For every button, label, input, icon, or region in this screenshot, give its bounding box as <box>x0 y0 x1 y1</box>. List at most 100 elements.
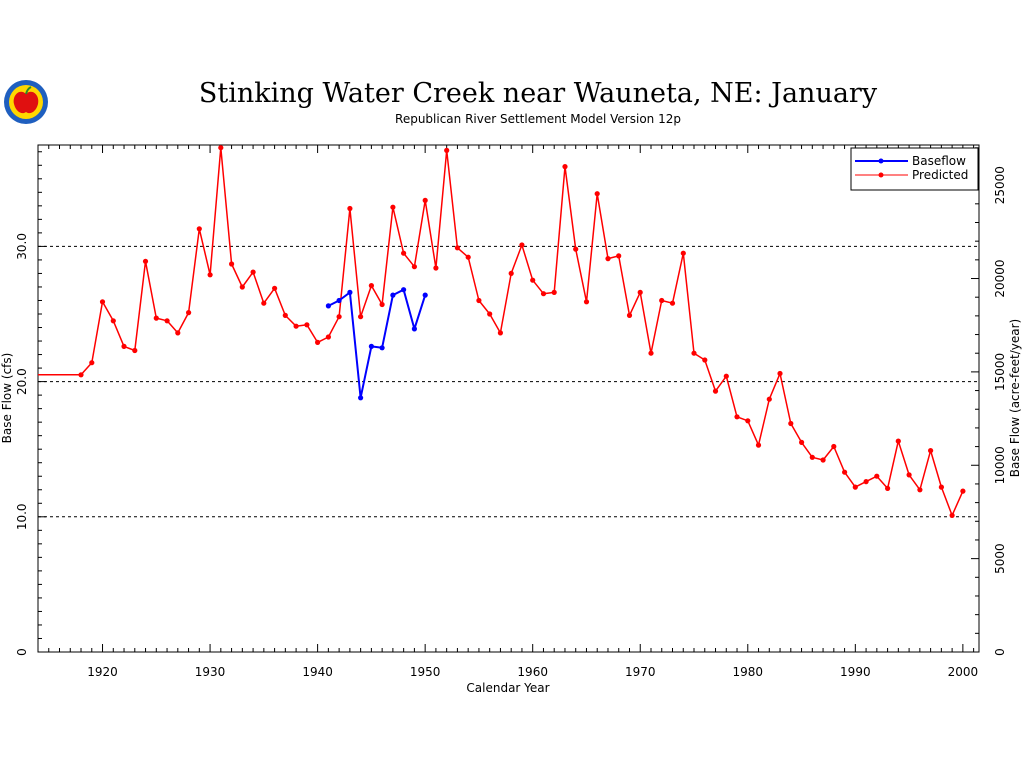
data-point-predicted <box>390 204 396 210</box>
data-point-predicted <box>928 448 934 454</box>
legend-label-baseflow: Baseflow <box>912 154 966 168</box>
y2-tick-label: 20000 <box>993 259 1007 297</box>
data-point-predicted <box>938 484 945 490</box>
y2-tick-label: 10000 <box>993 446 1007 484</box>
data-point-predicted <box>110 318 116 324</box>
data-point-predicted <box>637 289 643 295</box>
data-point-predicted <box>229 261 235 267</box>
y2-tick-label: 0 <box>993 648 1007 656</box>
y-axis-label: Base Flow (cfs) <box>0 353 14 444</box>
y2-tick-label: 25000 <box>993 166 1007 204</box>
series-line-baseflow <box>327 288 427 399</box>
series-baseflow <box>325 287 428 401</box>
y2-axis-label: Base Flow (acre-feet/year) <box>1008 319 1022 477</box>
data-point-predicted <box>885 485 891 491</box>
x-tick-label: 1930 <box>195 665 226 679</box>
data-point-predicted <box>282 312 288 318</box>
data-point-predicted <box>551 289 557 295</box>
data-point-predicted <box>433 265 439 271</box>
x-tick-label: 1950 <box>410 665 441 679</box>
data-point-predicted <box>164 318 170 324</box>
data-point-predicted <box>239 284 245 290</box>
data-point-predicted <box>207 272 213 278</box>
data-point-predicted <box>831 443 837 450</box>
data-point-predicted <box>444 147 450 153</box>
chart-subtitle: Republican River Settlement Model Versio… <box>395 112 681 126</box>
data-point-predicted <box>153 315 159 321</box>
data-point-predicted <box>852 484 858 490</box>
data-point-predicted <box>325 334 331 340</box>
data-point-predicted <box>293 323 299 329</box>
x-tick-label: 1980 <box>733 665 764 679</box>
data-point-predicted <box>755 442 762 448</box>
data-point-predicted <box>906 472 912 478</box>
y-axis-left: 0 10.0 20.0 30.0 <box>15 151 46 656</box>
data-point-predicted <box>788 420 794 427</box>
data-point-baseflow <box>401 287 407 293</box>
data-point-baseflow <box>336 297 342 304</box>
data-point-predicted <box>336 314 342 320</box>
data-point-predicted <box>411 264 417 270</box>
data-point-predicted <box>519 242 525 248</box>
x-tick-label: 1920 <box>87 665 118 679</box>
data-point-predicted <box>766 396 772 402</box>
data-point-predicted <box>487 311 493 317</box>
data-point-predicted <box>465 254 471 260</box>
data-point-baseflow <box>411 326 417 332</box>
data-point-predicted <box>616 253 622 259</box>
data-point-predicted <box>454 245 460 251</box>
data-point-baseflow <box>390 292 396 298</box>
x-tick-label: 1960 <box>517 665 548 679</box>
data-point-baseflow <box>379 345 385 351</box>
data-point-baseflow <box>368 343 374 349</box>
y2-tick-label: 15000 <box>993 353 1007 391</box>
data-point-predicted <box>712 388 719 394</box>
data-point-predicted <box>250 269 256 275</box>
data-point-predicted <box>132 347 138 354</box>
data-point-predicted <box>605 256 611 262</box>
data-point-predicted <box>175 330 181 336</box>
x-tick-label: 1990 <box>840 665 871 679</box>
legend-marker-baseflow <box>878 158 884 164</box>
data-point-predicted <box>142 258 149 264</box>
data-point-predicted <box>917 487 923 493</box>
data-point-baseflow <box>358 395 364 401</box>
x-tick-label: 1970 <box>625 665 656 679</box>
data-point-predicted <box>530 277 536 283</box>
data-point-predicted <box>562 164 568 170</box>
data-point-predicted <box>723 373 729 379</box>
data-point-predicted <box>874 473 880 479</box>
data-point-predicted <box>315 339 321 345</box>
series-layer <box>38 145 966 519</box>
data-point-predicted <box>583 299 590 305</box>
data-point-predicted <box>379 301 385 308</box>
chart-title: Stinking Water Creek near Wauneta, NE: J… <box>199 78 878 109</box>
data-point-predicted <box>734 414 740 420</box>
data-point-predicted <box>304 322 310 328</box>
data-point-predicted <box>573 246 579 252</box>
grid-lines <box>38 245 979 518</box>
data-point-predicted <box>820 457 826 463</box>
data-point-predicted <box>680 250 686 256</box>
data-point-predicted <box>540 291 547 297</box>
data-point-predicted <box>476 297 482 304</box>
data-point-predicted <box>809 454 815 460</box>
y2-tick-label: 5000 <box>993 543 1007 574</box>
data-point-predicted <box>508 270 514 276</box>
data-point-predicted <box>691 350 697 356</box>
data-point-predicted <box>895 438 901 444</box>
data-point-predicted <box>659 297 665 304</box>
data-point-baseflow <box>325 303 331 309</box>
data-point-predicted <box>186 310 192 316</box>
legend-label-predicted: Predicted <box>912 168 968 182</box>
data-point-predicted <box>401 250 407 256</box>
data-point-predicted <box>745 418 751 424</box>
data-point-predicted <box>960 488 966 494</box>
y-tick-label: 20.0 <box>15 368 29 395</box>
data-point-predicted <box>358 314 364 320</box>
data-point-predicted <box>863 479 869 485</box>
y-axis-right: 0 5000 10000 15000 20000 25000 <box>971 147 1007 656</box>
data-point-predicted <box>799 439 805 445</box>
legend-box <box>850 147 979 191</box>
